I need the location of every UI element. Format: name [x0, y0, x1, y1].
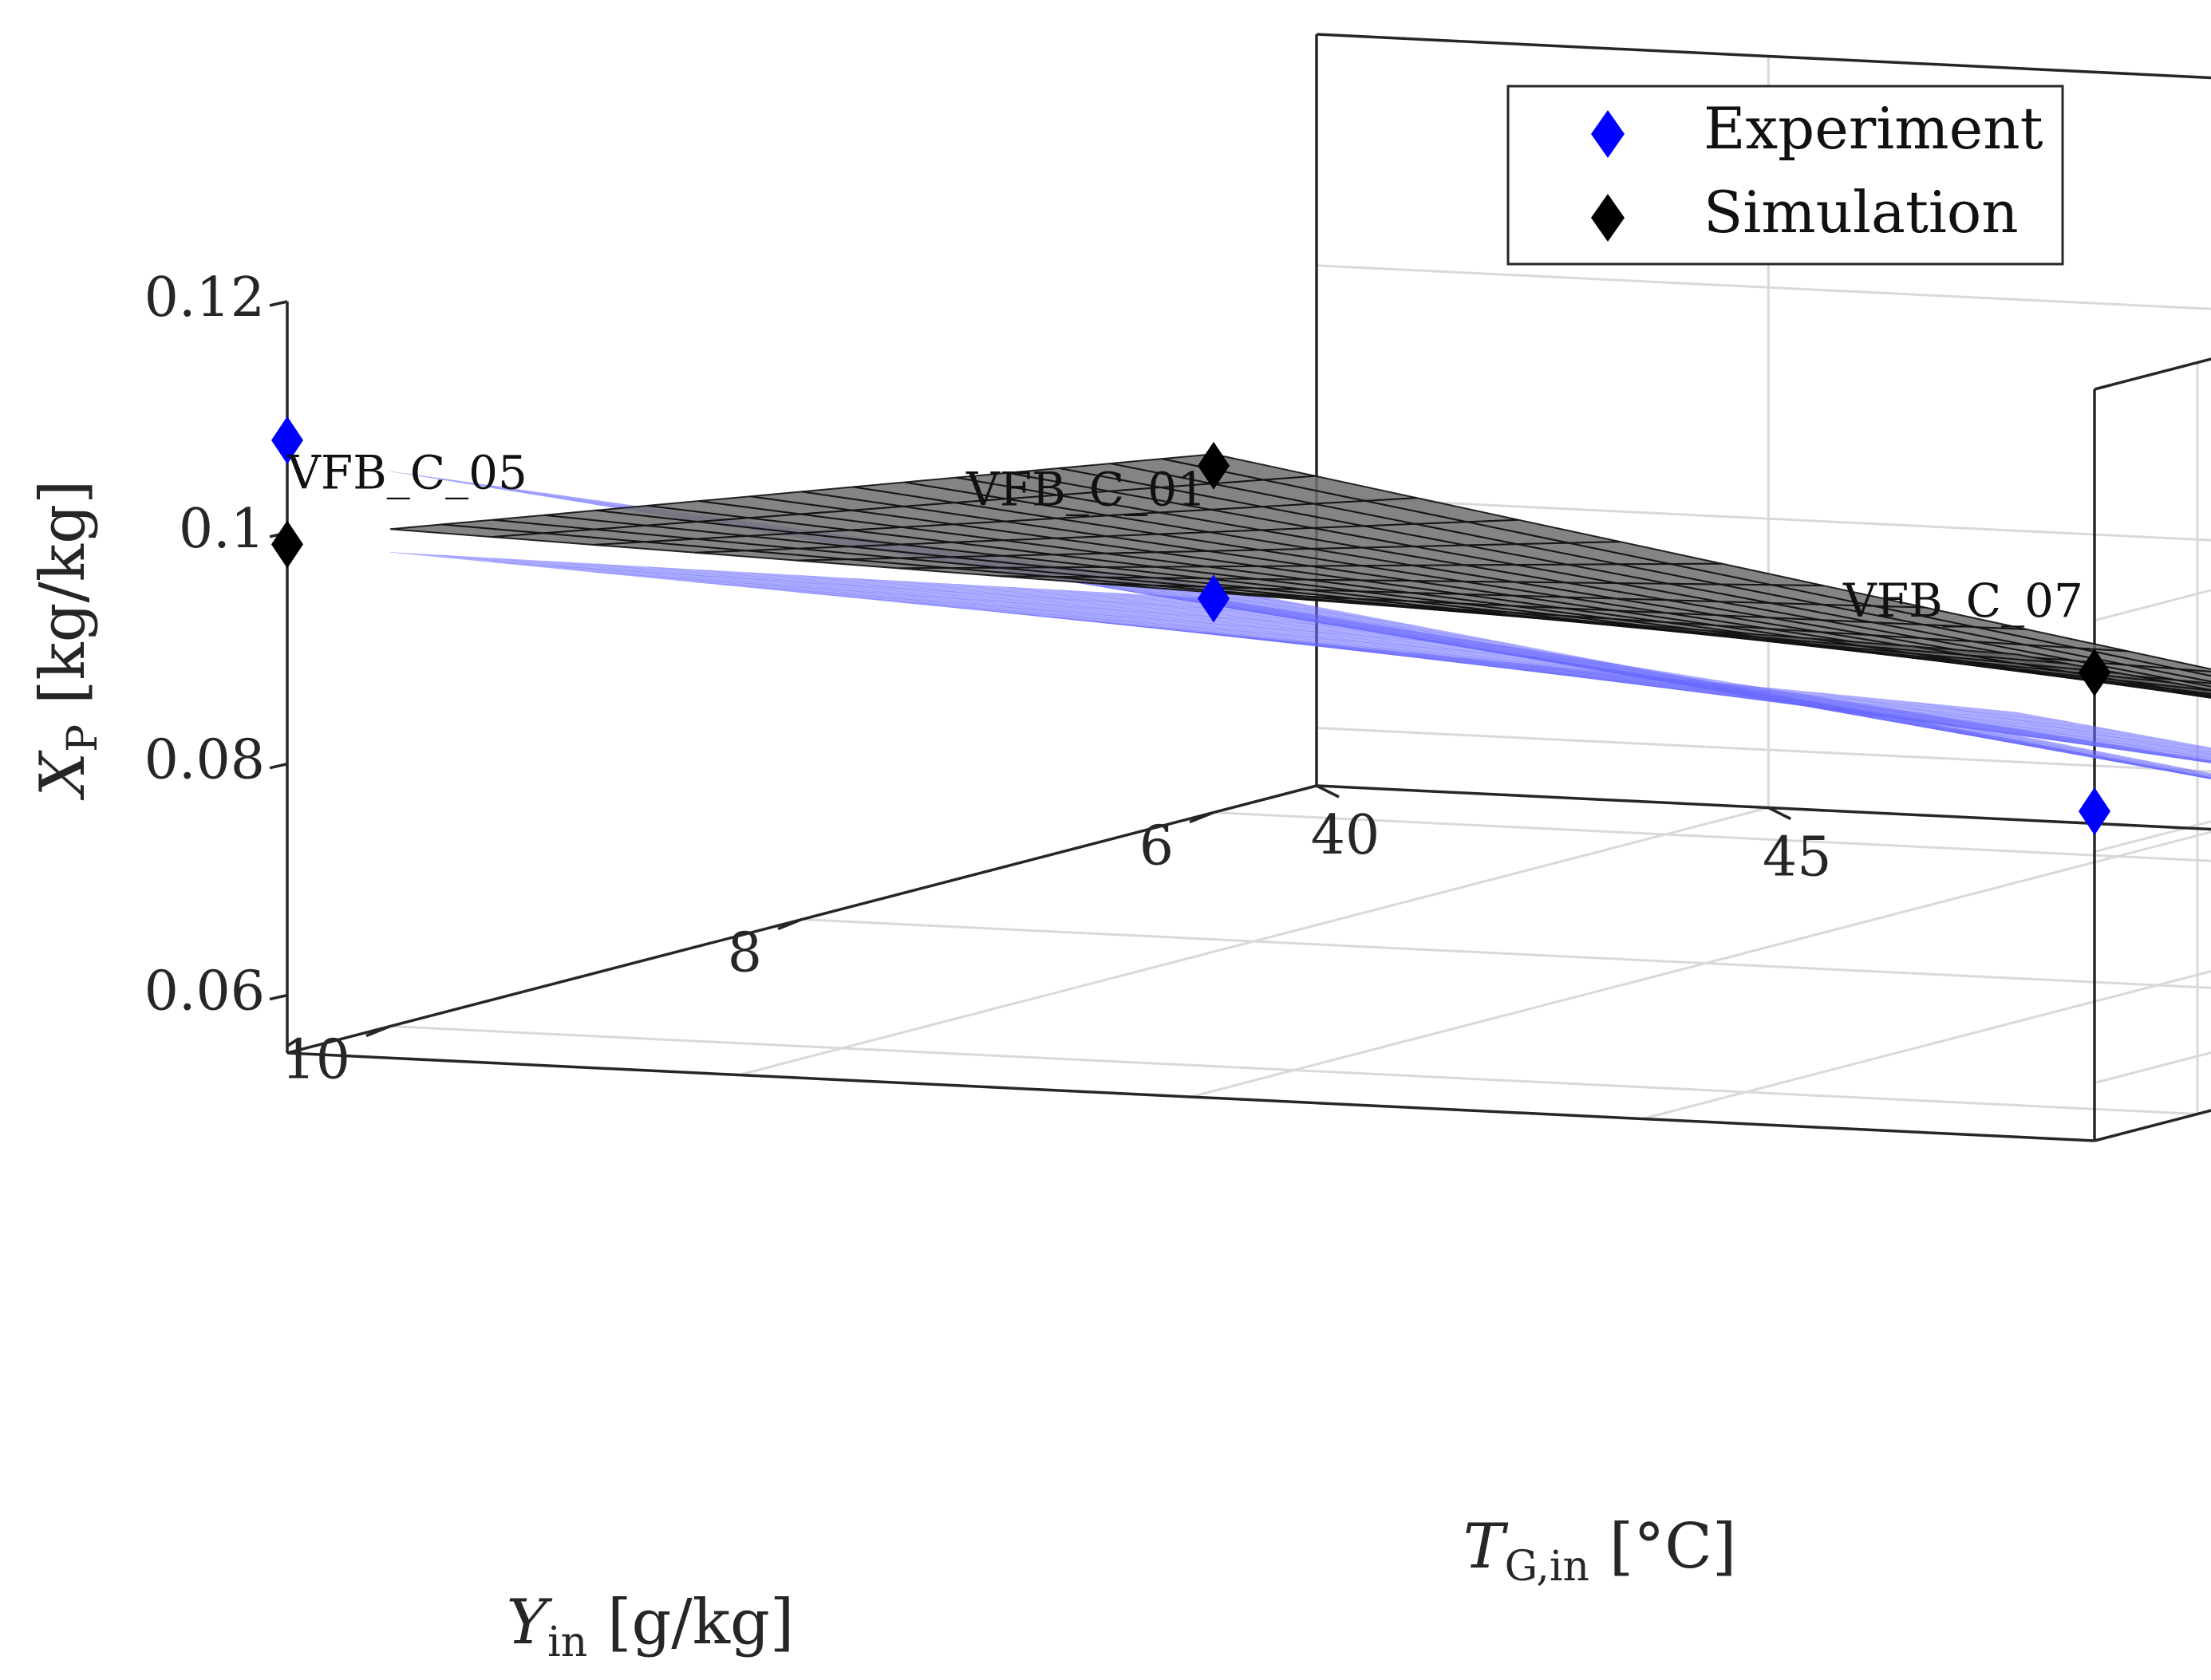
surface-patch: [2173, 751, 2211, 759]
legend-marker-simulation: [1591, 194, 1625, 242]
y-tick-label: 8: [728, 922, 762, 985]
z-tick-label: 0.08: [144, 729, 265, 792]
simulation-marker: [271, 520, 303, 569]
surface-patch: [2178, 668, 2211, 677]
experiment-marker: [1198, 574, 1230, 623]
z-gridline: [1316, 727, 2211, 1084]
surface-patch: [2172, 747, 2211, 755]
data-markers: [271, 416, 2110, 835]
surface-patch: [2073, 742, 2211, 763]
z-axis-label: XP [kg/kg]: [27, 480, 107, 802]
surface-patch: [2172, 768, 2211, 776]
surface-patch: [2124, 763, 2211, 779]
surface-patch: [441, 554, 595, 570]
surface-patch: [2177, 757, 2211, 763]
z-tick-label: 0.06: [144, 960, 265, 1023]
surface-patch: [2073, 753, 2211, 779]
experiment-surface: [389, 552, 2211, 763]
z-tick-mark: [269, 300, 288, 307]
legend-label-simulation: Simulation: [1704, 179, 2019, 246]
y-tick-label: 10: [281, 1029, 350, 1092]
z-gridline: [1316, 264, 2211, 622]
y-tick-label: 6: [1139, 815, 1174, 878]
surface-patch: [2074, 743, 2211, 763]
surface-patch: [2123, 747, 2211, 761]
surface-patch: [2173, 770, 2211, 779]
surface-patch: [2071, 735, 2211, 755]
experiment-marker: [271, 416, 303, 464]
axis-edge: [2094, 1109, 2211, 1142]
x-tick-mark: [1767, 806, 1792, 821]
surface-patch: [2075, 660, 2211, 684]
y-tick-mark: [777, 917, 803, 931]
legend-marker-experiment: [1591, 110, 1625, 158]
surface-patch: [2126, 664, 2211, 683]
experiment-marker: [2079, 787, 2110, 835]
surface-patch: [2176, 757, 2211, 763]
y-gridline: [801, 918, 2211, 989]
surface-patch: [2069, 728, 2211, 749]
z-tick-label: 0.12: [144, 266, 265, 329]
axis-edge: [286, 1051, 2095, 1142]
x-tick-mark: [1316, 784, 1340, 799]
axis-edge: [1316, 784, 2211, 831]
x-tick-label: 40: [1311, 804, 1380, 867]
surface-patch: [2174, 755, 2211, 762]
y-axis-label: Yin [g/kg]: [507, 1587, 795, 1666]
point-annotation: VFB_C_05: [286, 445, 527, 499]
simulation-marker: [2079, 649, 2110, 697]
z-gridline: [1316, 495, 2211, 854]
z-tick-label: 0.1: [179, 498, 265, 561]
y-tick-mark: [1189, 810, 1214, 824]
x-gridline: [1190, 830, 2211, 1098]
z-tick-mark: [269, 993, 288, 1001]
simulation-marker: [1198, 441, 1230, 490]
surface-patch: [2071, 739, 2211, 759]
surface-patch: [2122, 743, 2211, 758]
surface-patch: [2121, 758, 2211, 775]
surface-patch: [2176, 772, 2211, 779]
surface-patch: [2174, 771, 2211, 779]
y-tick-mark: [365, 1024, 391, 1038]
z-tick-mark: [269, 762, 288, 770]
surface-patch: [2121, 738, 2211, 752]
point-annotation: VFB_C_07: [1842, 574, 2083, 628]
surface-patch: [2124, 749, 2211, 763]
tick-labels: 0.060.080.10.1268104045505560: [144, 266, 1832, 1092]
surface-patch: [2076, 647, 2211, 673]
surface-patch: [2172, 688, 2211, 696]
legend: Experiment Simulation: [1506, 85, 2064, 266]
surfaces: [389, 453, 2211, 779]
surface-patch: [2177, 679, 2211, 688]
point-annotation: VFB_C_01: [965, 463, 1206, 517]
legend-label-experiment: Experiment: [1704, 95, 2043, 162]
x-tick-label: 45: [1763, 826, 1832, 889]
surface-patch: [389, 552, 543, 566]
x-gridline: [1642, 969, 2211, 1120]
surface-patch: [2122, 760, 2211, 778]
legend-box: [1506, 85, 2064, 266]
surface-patch: [2069, 748, 2211, 775]
surface-patch: [2123, 762, 2211, 779]
surface-patch: [2173, 691, 2211, 699]
y-gridline: [1213, 811, 2211, 862]
x-axis-label: TG,in [°C]: [1463, 1511, 1737, 1591]
axis-edge: [2094, 357, 2211, 391]
surface-patch: [2071, 752, 2211, 779]
surface-patch: [2071, 751, 2211, 777]
surface-patch: [2126, 750, 2211, 763]
axis-edge: [1316, 33, 2211, 80]
